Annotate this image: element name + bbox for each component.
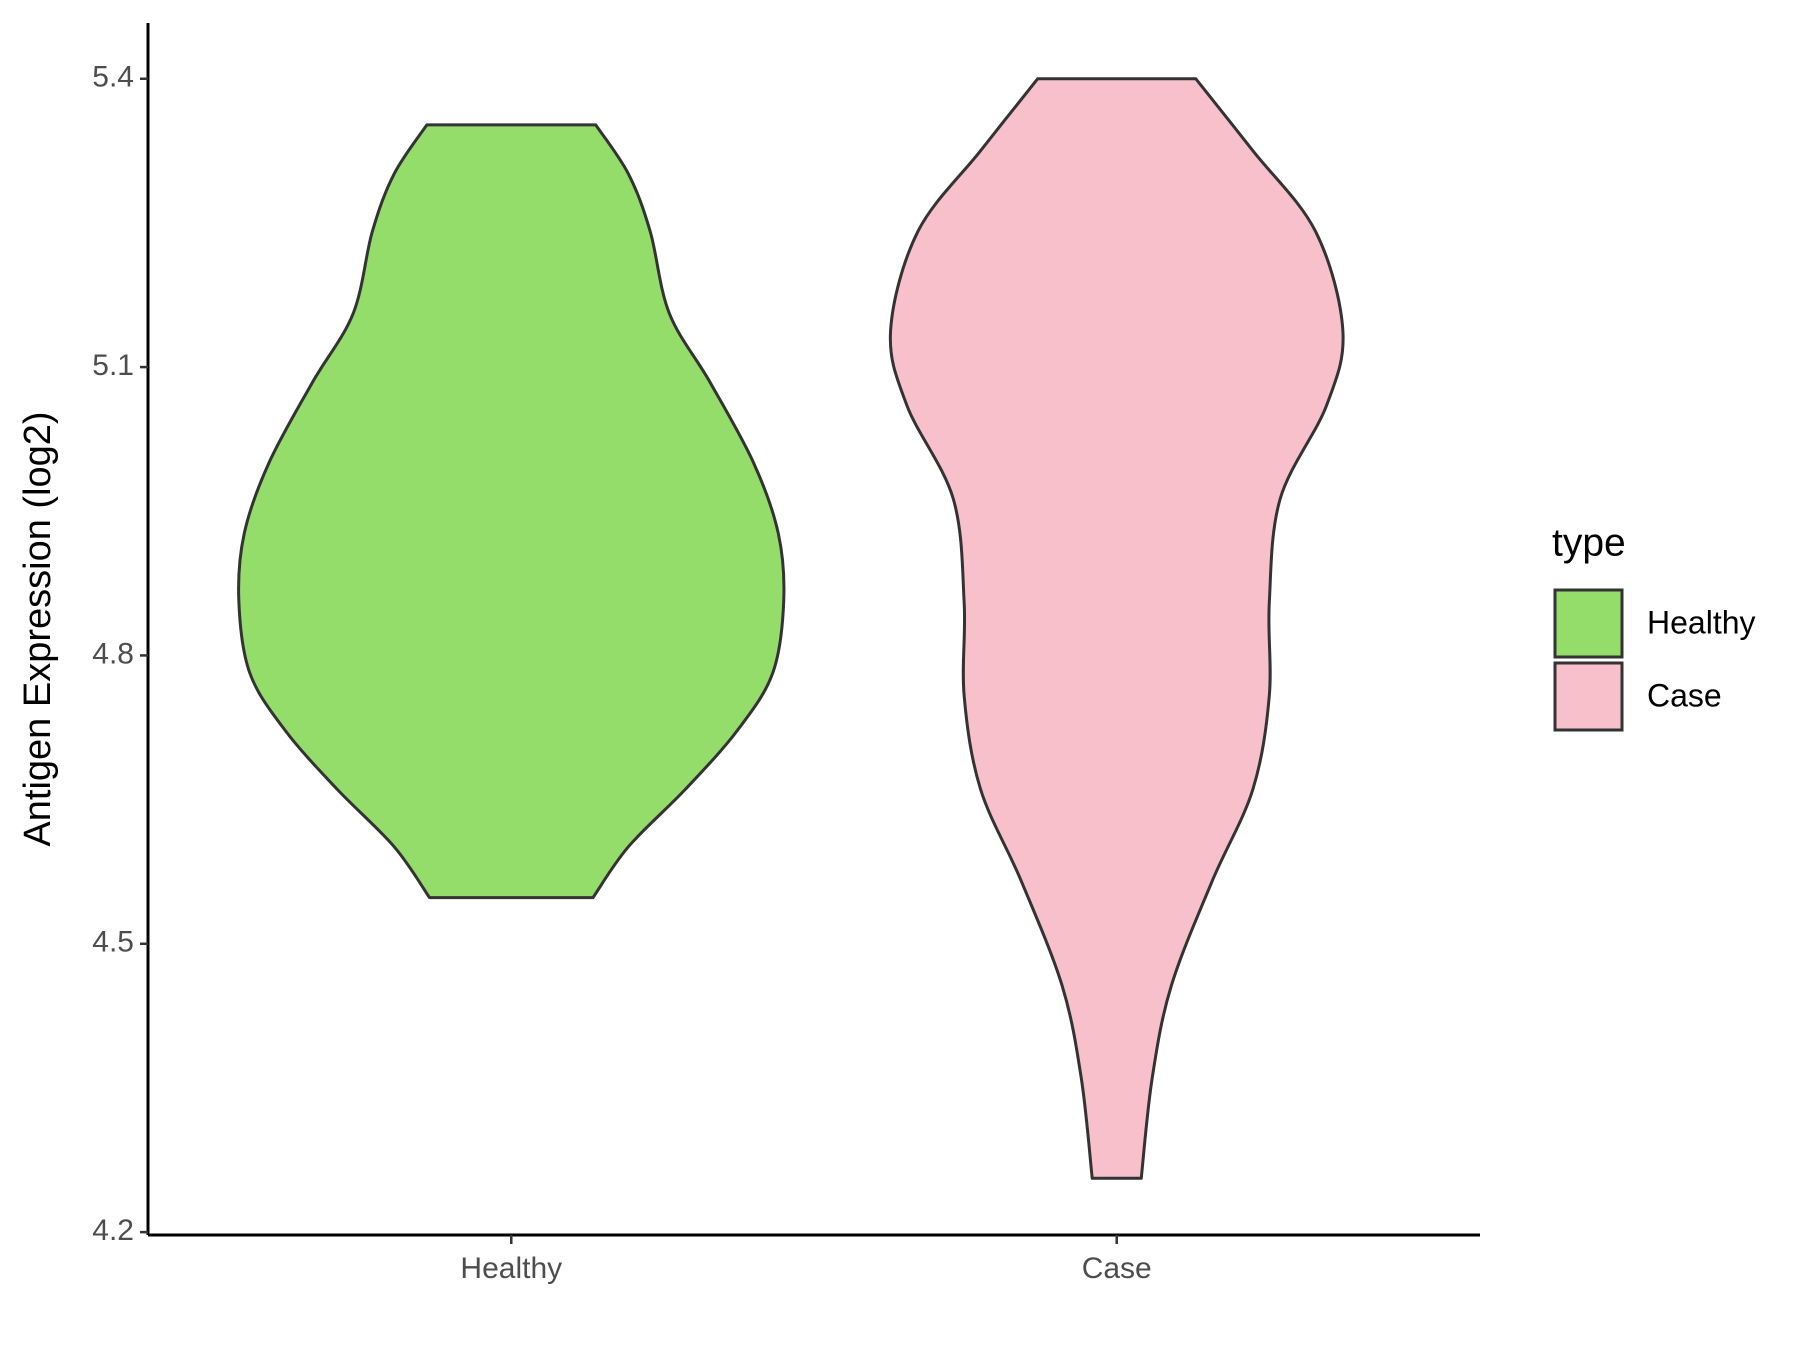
x-tick-label: Healthy: [460, 1252, 562, 1285]
legend-key: [1553, 661, 1624, 732]
legend-key: [1553, 588, 1624, 659]
legend-title: type: [1552, 521, 1626, 564]
y-axis-title: Antigen Expression (log2): [17, 411, 59, 846]
violin: [888, 77, 1345, 1180]
y-tick-label: 5.4: [92, 61, 134, 94]
violin: [237, 123, 786, 900]
legend-label: Case: [1647, 677, 1722, 713]
legend-label: Healthy: [1647, 604, 1756, 640]
y-tick-label: 5.1: [92, 349, 134, 382]
y-tick-label: 4.5: [92, 926, 134, 959]
x-tick-label: Case: [1082, 1252, 1152, 1285]
y-tick-label: 4.8: [92, 637, 134, 670]
y-tick-label: 4.2: [92, 1214, 134, 1247]
